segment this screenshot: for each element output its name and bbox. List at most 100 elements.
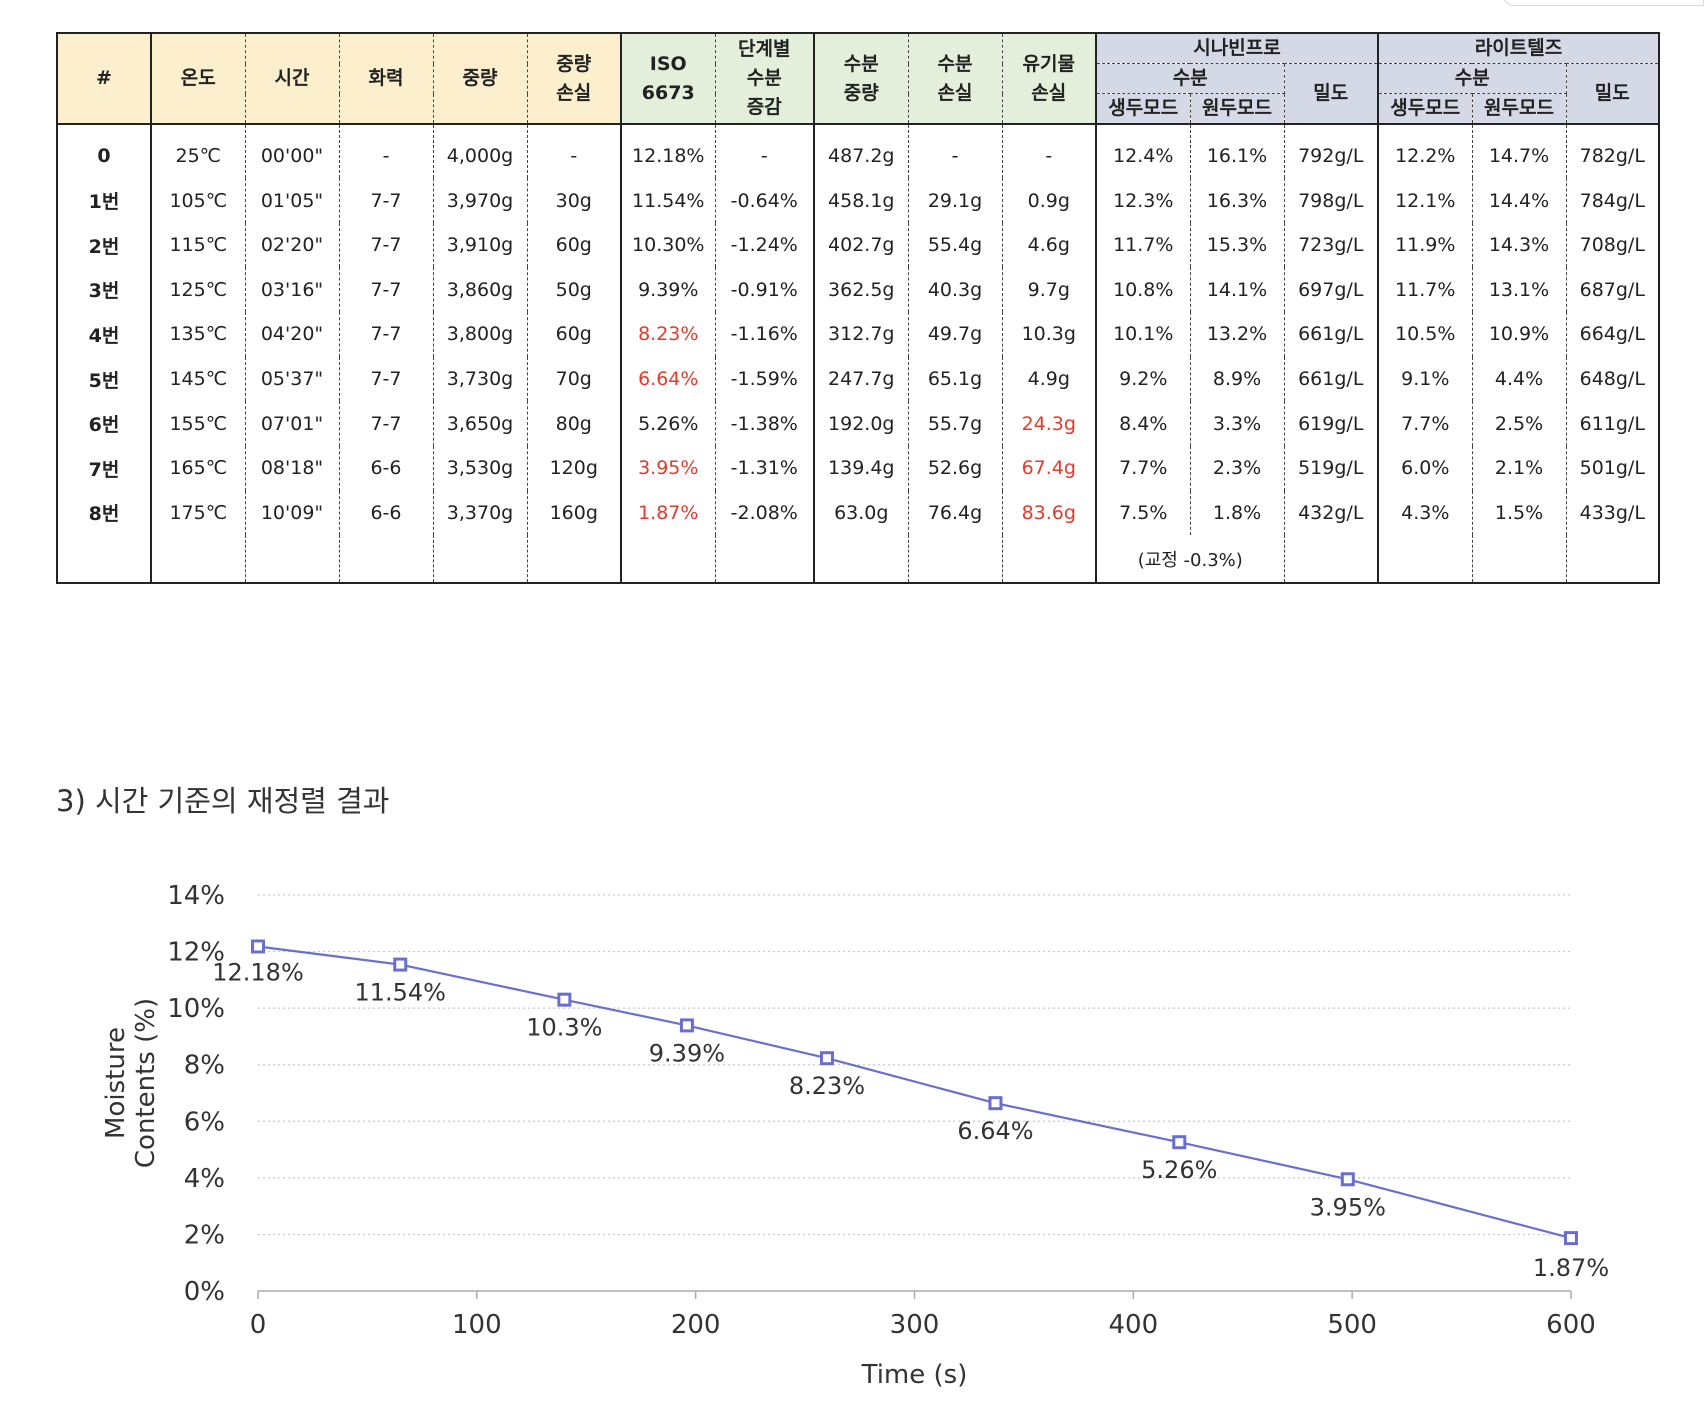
group-a-green-mode-header: 생두모드 <box>1096 93 1191 125</box>
cell-moisture-weight: 192.0g <box>814 401 909 446</box>
cell-a-density: 798g/L <box>1284 178 1380 223</box>
cell-a-roast: 1.8% <box>1190 490 1285 536</box>
cell-temp: 25℃ <box>151 124 246 179</box>
cell-a-roast: 14.1% <box>1190 267 1285 313</box>
moisture-chart: 0% 2% 4% 6% 8% 10% 12% 14% 0 100 200 300 400 500 600 Ti… <box>0 860 1704 1414</box>
cell-organic-loss: 24.3g <box>1002 401 1097 446</box>
cell-a-density: 432g/L <box>1284 490 1380 536</box>
cell-a-roast: 16.3% <box>1190 178 1285 223</box>
cell-b-density: 687g/L <box>1566 267 1660 313</box>
cell-index: 4번 <box>57 312 152 357</box>
cell-index: 0 <box>57 124 152 179</box>
data-label: 9.39% <box>649 1039 725 1067</box>
cell-b-density: 708g/L <box>1566 222 1660 268</box>
cell-a-green: 12.3% <box>1096 178 1191 223</box>
x-tick-label: 0 <box>250 1310 267 1340</box>
empty-cell <box>1566 535 1660 583</box>
cell-moisture-weight: 247.7g <box>814 356 909 402</box>
col-header-weight-loss-line1: 중량 <box>556 52 592 75</box>
cell-b-green: 12.2% <box>1378 124 1473 179</box>
cell-weight: 3,970g <box>433 178 528 223</box>
cell-temp: 175℃ <box>151 490 246 536</box>
roast-data-table-container: # 온도 시간 화력 중량 중량 손실 ISO 6673 단계별 수분 증감 <box>56 32 1661 584</box>
y-tick-label: 10% <box>167 994 225 1024</box>
cell-moisture-weight: 402.7g <box>814 222 909 268</box>
cell-b-roast: 4.4% <box>1472 356 1567 402</box>
cell-organic-loss: 4.6g <box>1002 222 1097 268</box>
cell-organic-loss: 0.9g <box>1002 178 1097 223</box>
cell-weight: 3,650g <box>433 401 528 446</box>
table-note-row: (교정 -0.3%) <box>57 535 1660 583</box>
empty-cell <box>1378 535 1473 583</box>
cell-b-green: 11.7% <box>1378 267 1473 313</box>
table-row: 3번 125℃ 03'16" 7-7 3,860g 50g 9.39% -0.91% 362.5… <box>57 267 1660 313</box>
section-heading: 3) 시간 기준의 재정렬 결과 <box>56 784 390 818</box>
cell-step-change: -1.16% <box>715 312 815 357</box>
cell-moisture-weight: 362.5g <box>814 267 909 313</box>
y-axis-title: MoistureContents (%) <box>101 998 161 1168</box>
col-header-moisture-loss: 수분 손실 <box>908 33 1003 125</box>
col-header-moisture-loss-line1: 수분 <box>937 52 973 75</box>
col-header-moisture-weight-line1: 수분 <box>843 52 879 75</box>
cell-temp: 105℃ <box>151 178 246 223</box>
cell-iso: 1.87% <box>621 490 716 536</box>
empty-cell <box>527 535 622 583</box>
cell-a-green: 12.4% <box>1096 124 1191 179</box>
x-tick-label: 300 <box>890 1310 940 1340</box>
cell-a-roast: 16.1% <box>1190 124 1285 179</box>
cell-step-change: - <box>715 124 815 179</box>
empty-cell <box>1002 535 1097 583</box>
col-header-index: # <box>57 33 152 125</box>
cell-b-green: 4.3% <box>1378 490 1473 536</box>
x-axis-title: Time (s) <box>861 1360 968 1390</box>
cell-iso: 5.26% <box>621 401 716 446</box>
col-header-temp: 온도 <box>151 33 246 125</box>
data-label: 10.3% <box>526 1014 602 1042</box>
y-tick-label: 0% <box>184 1277 225 1307</box>
cell-moisture-loss: - <box>908 124 1003 179</box>
cell-heat: 7-7 <box>339 267 434 313</box>
cell-time: 02'20" <box>245 222 340 268</box>
data-point-marker <box>1172 1135 1187 1150</box>
cell-a-density: 723g/L <box>1284 222 1380 268</box>
cell-weight: 3,800g <box>433 312 528 357</box>
col-header-organic-loss-line2: 손실 <box>1031 81 1067 104</box>
cell-b-green: 10.5% <box>1378 312 1473 357</box>
cell-index: 8번 <box>57 490 152 536</box>
cell-a-green: 10.8% <box>1096 267 1191 313</box>
empty-cell <box>908 535 1003 583</box>
col-header-moisture-weight: 수분 중량 <box>814 33 909 125</box>
cell-b-density: 782g/L <box>1566 124 1660 179</box>
cell-weight-loss: 60g <box>527 222 622 268</box>
cell-temp: 145℃ <box>151 356 246 402</box>
data-label: 6.64% <box>957 1117 1033 1145</box>
empty-cell <box>245 535 340 583</box>
cell-weight: 4,000g <box>433 124 528 179</box>
empty-cell <box>621 535 716 583</box>
cell-weight-loss: 120g <box>527 445 622 491</box>
table-row: 0 25℃ 00'00" -4,000g -12.18% -487.2g - -12.4% 16… <box>57 124 1660 179</box>
cell-step-change: -2.08% <box>715 490 815 536</box>
cell-weight: 3,910g <box>433 222 528 268</box>
cell-heat: 6-6 <box>339 490 434 536</box>
cell-a-green: 8.4% <box>1096 401 1191 446</box>
data-label: 11.54% <box>354 979 446 1007</box>
cell-time: 03'16" <box>245 267 340 313</box>
cell-iso: 9.39% <box>621 267 716 313</box>
cell-heat: - <box>339 124 434 179</box>
cell-index: 5번 <box>57 356 152 402</box>
cell-step-change: -1.24% <box>715 222 815 268</box>
cell-moisture-loss: 76.4g <box>908 490 1003 536</box>
cell-iso: 8.23% <box>621 312 716 357</box>
cell-moisture-weight: 312.7g <box>814 312 909 357</box>
calibration-note: (교정 -0.3%) <box>1096 535 1285 583</box>
y-tick-label: 8% <box>184 1051 225 1081</box>
data-point-marker <box>251 939 265 954</box>
cell-a-density: 792g/L <box>1284 124 1380 179</box>
y-tick-label: 6% <box>184 1107 225 1137</box>
cell-moisture-loss: 52.6g <box>908 445 1003 491</box>
cell-a-roast: 15.3% <box>1190 222 1285 268</box>
cell-organic-loss: 67.4g <box>1002 445 1097 491</box>
x-tick-label: 100 <box>452 1310 502 1340</box>
cell-weight-loss: - <box>527 124 622 179</box>
